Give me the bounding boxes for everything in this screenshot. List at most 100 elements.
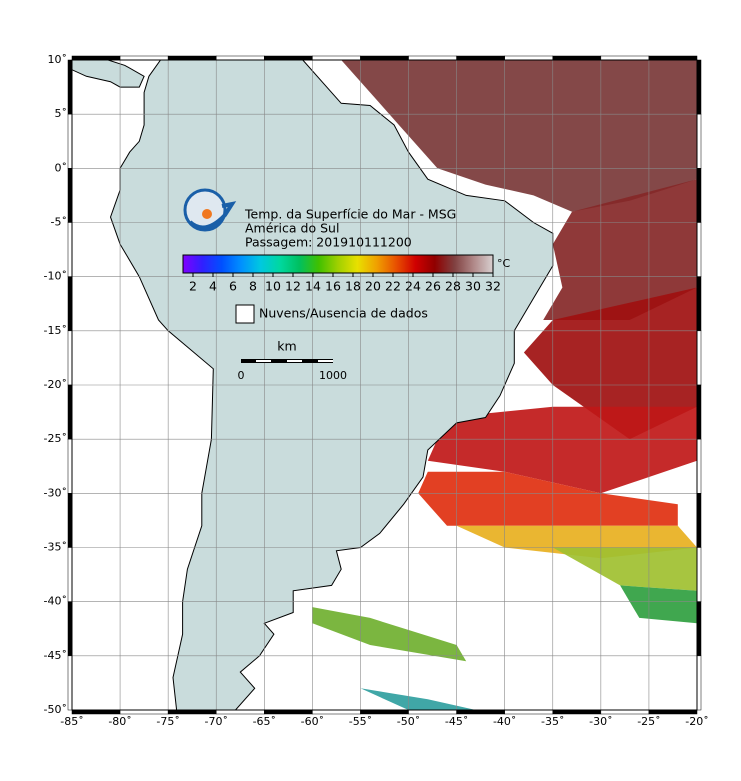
title-line: Temp. da Superfície do Mar - MSG — [244, 207, 456, 222]
frame-segment — [215, 55, 265, 61]
frame-segment — [696, 438, 702, 494]
frame-segment — [71, 709, 121, 715]
colorbar-unit: °C — [497, 257, 511, 270]
frame-segment — [67, 547, 73, 602]
colorbar-tick-label: 20 — [365, 279, 381, 294]
x-tick-label: -40˚ — [493, 715, 516, 728]
y-tick-label: 0˚ — [55, 161, 68, 174]
frame-segment — [648, 55, 698, 61]
y-tick-label: -5˚ — [51, 216, 67, 229]
frame-segment — [67, 113, 73, 169]
frame-segment — [552, 709, 602, 715]
frame-segment — [215, 709, 265, 715]
frame-segment — [71, 55, 121, 61]
y-tick-label: -45˚ — [44, 649, 67, 662]
frame-segment — [67, 438, 73, 494]
scale-unit: km — [277, 339, 296, 354]
sst-patch — [552, 547, 697, 591]
frame-segment — [264, 709, 313, 715]
frame-segment — [600, 709, 650, 715]
sst-patch — [418, 471, 678, 526]
x-tick-label: -65˚ — [253, 715, 276, 728]
sst-patch — [523, 287, 697, 440]
central-america — [72, 60, 145, 88]
frame-segment — [67, 330, 73, 386]
colorbar-tick-label: 2 — [189, 279, 197, 294]
frame-segment — [360, 55, 409, 61]
legend-label: Nuvens/Ausencia de dados — [259, 306, 428, 321]
scale-bar: 0 1000 — [238, 359, 347, 382]
frame-segment — [696, 168, 702, 223]
frame-segment — [67, 59, 73, 115]
title-line: Passagem: 201910111200 — [245, 235, 412, 250]
colorbar-tick-label: 22 — [385, 279, 401, 294]
x-tick-label: -75˚ — [156, 715, 179, 728]
frame-segment — [119, 709, 169, 715]
frame-segment — [312, 55, 361, 61]
frame-segment — [360, 709, 409, 715]
frame-segment — [696, 113, 702, 169]
frame-segment — [696, 493, 702, 548]
frame-segment — [696, 601, 702, 657]
y-tick-label: -35˚ — [44, 541, 67, 554]
colorbar-tick-label: 12 — [285, 279, 301, 294]
y-tick-label: 10˚ — [48, 53, 68, 66]
colorbar-tick-label: 6 — [229, 279, 237, 294]
frame-segment — [696, 384, 702, 440]
frame-segment — [67, 168, 73, 223]
x-tick-label: -35˚ — [541, 715, 564, 728]
x-tick-label: -25˚ — [637, 715, 660, 728]
x-tick-label: -30˚ — [589, 715, 612, 728]
frame-segment — [67, 384, 73, 440]
x-tick-label: -50˚ — [397, 715, 420, 728]
x-tick-label: -55˚ — [349, 715, 372, 728]
y-tick-label: -40˚ — [44, 595, 67, 608]
x-tick-label: -70˚ — [204, 715, 227, 728]
x-tick-label: -20˚ — [685, 715, 708, 728]
sst-layer — [312, 60, 697, 710]
colorbar-tick-label: 26 — [425, 279, 441, 294]
frame-segment — [67, 493, 73, 548]
frame-segment — [696, 330, 702, 386]
y-tick-label: -30˚ — [44, 486, 67, 499]
frame-segment — [504, 55, 554, 61]
frame-segment — [167, 709, 217, 715]
frame-segment — [696, 655, 702, 711]
colorbar-tick-label: 32 — [485, 279, 501, 294]
y-tick-label: -15˚ — [44, 324, 67, 337]
frame-segment — [504, 709, 554, 715]
colorbar-tick-label: 14 — [305, 279, 321, 294]
frame-segment — [600, 55, 650, 61]
y-tick-label: 5˚ — [55, 107, 68, 120]
scale-tick-label: 0 — [238, 369, 245, 382]
scale-tick-label: 1000 — [319, 369, 347, 382]
colorbar: 2 4 6 8 10 12 14 16 18 20 22 24 26 28 30 32 — [182, 254, 501, 294]
frame-segment — [456, 55, 505, 61]
frame-segment — [696, 276, 702, 332]
frame-segment — [67, 655, 73, 711]
colorbar-tick-label: 8 — [249, 279, 257, 294]
frame-segment — [312, 709, 361, 715]
x-tick-label: -45˚ — [445, 715, 468, 728]
sst-patch — [312, 607, 467, 662]
frame-segment — [67, 601, 73, 657]
y-tick-label: -20˚ — [44, 378, 67, 391]
grid — [72, 60, 697, 710]
colorbar-tick-label: 4 — [209, 279, 217, 294]
colorbar-fill — [182, 254, 494, 274]
frame-segment — [648, 709, 698, 715]
frame-segment — [264, 55, 313, 61]
y-tick-label: -50˚ — [44, 703, 67, 716]
frame-segment — [696, 547, 702, 602]
frame-segment — [67, 222, 73, 277]
colorbar-tick-label: 16 — [325, 279, 341, 294]
frame-segment — [408, 709, 457, 715]
x-tick-label: -85˚ — [60, 715, 83, 728]
sst-patch — [360, 688, 476, 710]
y-tick-label: -10˚ — [44, 270, 67, 283]
sst-patch — [543, 179, 697, 320]
x-tick-label: -60˚ — [301, 715, 324, 728]
frame-segment — [552, 55, 602, 61]
frame-segment — [67, 276, 73, 332]
